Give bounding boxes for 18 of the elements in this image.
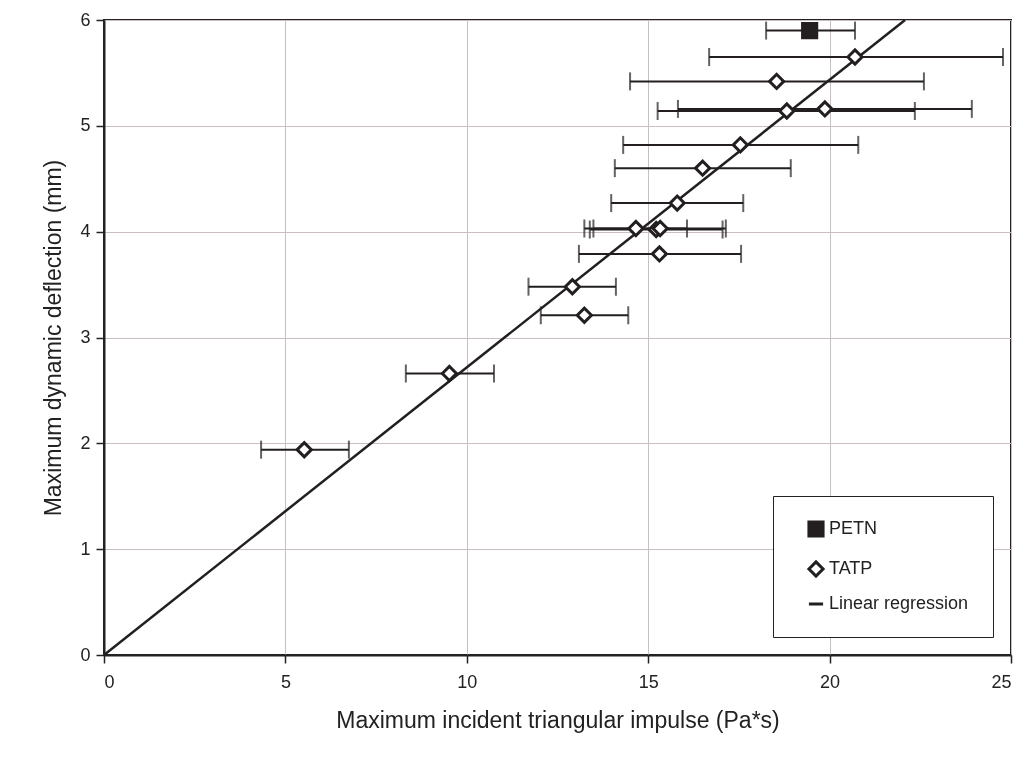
y-tick-label: 6 bbox=[80, 9, 91, 30]
x-tick-label: 0 bbox=[104, 671, 115, 692]
x-tick-label: 5 bbox=[280, 671, 291, 692]
x-tick-label: 10 bbox=[457, 671, 478, 692]
legend-label: Linear regression bbox=[829, 593, 969, 613]
x-axis-title: Maximum incident triangular impulse (Pa*s) bbox=[336, 706, 780, 733]
y-tick-label: 5 bbox=[80, 115, 91, 136]
y-axis-title: Maximum dynamic deflection (mm) bbox=[40, 159, 67, 517]
y-tick-label: 3 bbox=[80, 327, 91, 347]
y-tick-label: 0 bbox=[80, 644, 91, 665]
legend-label: PETN bbox=[829, 518, 878, 538]
x-tick-label: 15 bbox=[638, 671, 659, 692]
y-tick-label: 1 bbox=[80, 538, 91, 559]
x-tick-label: 20 bbox=[820, 671, 841, 692]
y-tick-label: 2 bbox=[80, 432, 91, 453]
x-tick-label: 25 bbox=[991, 671, 1012, 692]
legend-label: TATP bbox=[829, 558, 873, 578]
y-tick-label: 4 bbox=[80, 221, 91, 242]
